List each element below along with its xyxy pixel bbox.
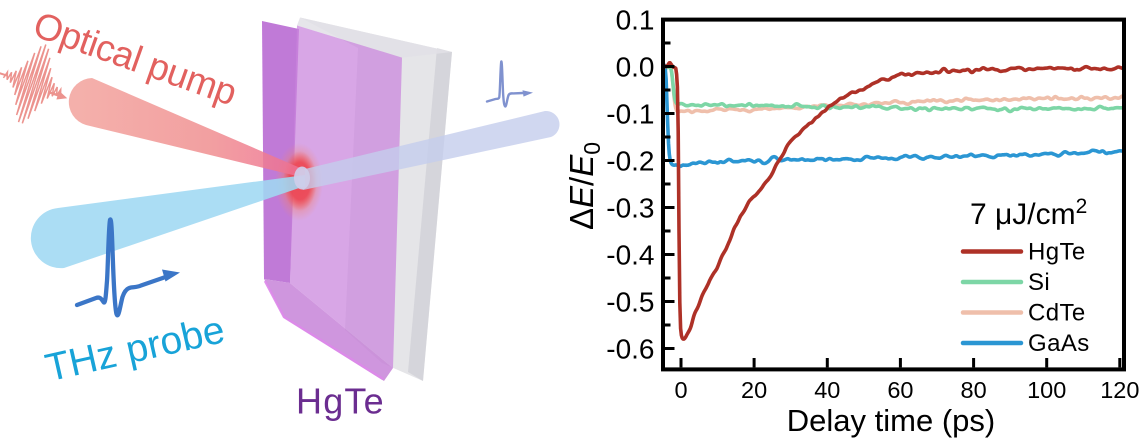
- svg-text:100: 100: [1027, 377, 1066, 403]
- svg-text:GaAs: GaAs: [1028, 330, 1090, 357]
- svg-text:0: 0: [674, 377, 687, 403]
- svg-text:-0.5: -0.5: [606, 287, 654, 318]
- svg-text:0.1: 0.1: [616, 5, 655, 36]
- svg-text:HgTe: HgTe: [1028, 239, 1086, 266]
- svg-text:7 μJ/cm2: 7 μJ/cm2: [970, 195, 1087, 231]
- svg-text:-0.1: -0.1: [606, 99, 654, 130]
- svg-text:80: 80: [961, 377, 987, 403]
- svg-text:-0.6: -0.6: [606, 334, 654, 365]
- svg-text:ΔE/E0: ΔE/E0: [563, 142, 605, 230]
- svg-text:-0.3: -0.3: [606, 193, 654, 224]
- svg-text:20: 20: [741, 377, 767, 403]
- svg-text:CdTe: CdTe: [1028, 300, 1086, 327]
- svg-text:Delay time (ps): Delay time (ps): [787, 403, 995, 438]
- svg-text:120: 120: [1100, 377, 1139, 403]
- svg-text:-0.2: -0.2: [606, 146, 654, 177]
- svg-text:0.0: 0.0: [616, 52, 655, 83]
- svg-text:-0.4: -0.4: [606, 240, 654, 271]
- svg-text:60: 60: [887, 377, 913, 403]
- svg-text:Si: Si: [1028, 269, 1050, 296]
- svg-text:HgTe: HgTe: [296, 381, 385, 422]
- svg-text:40: 40: [814, 377, 840, 403]
